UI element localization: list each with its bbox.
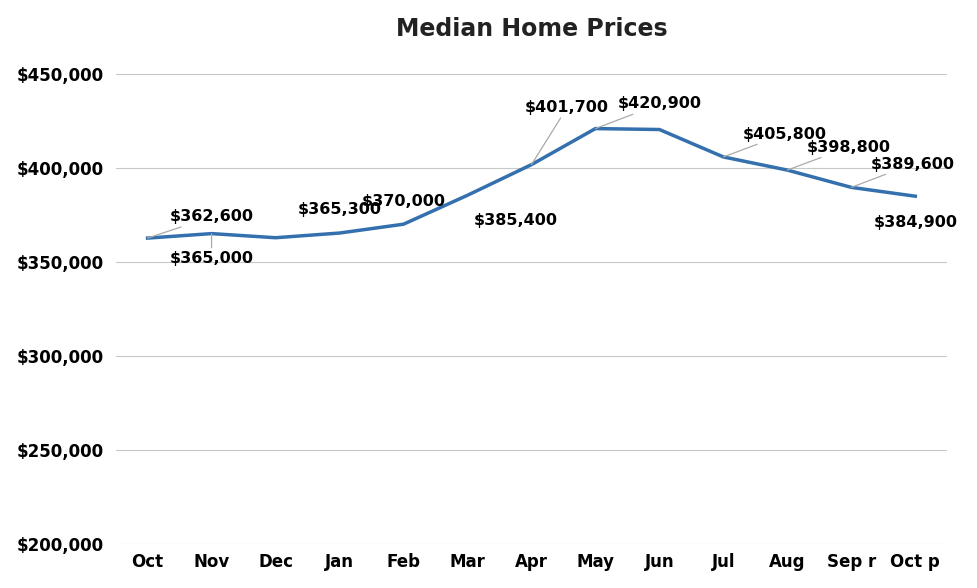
Title: Median Home Prices: Median Home Prices	[396, 16, 666, 41]
Text: $405,800: $405,800	[723, 126, 826, 157]
Text: $398,800: $398,800	[786, 140, 890, 170]
Text: $365,000: $365,000	[169, 233, 253, 266]
Text: $362,600: $362,600	[148, 209, 254, 238]
Text: $385,400: $385,400	[474, 213, 557, 228]
Text: $401,700: $401,700	[525, 100, 609, 165]
Text: $365,300: $365,300	[297, 202, 381, 216]
Text: $420,900: $420,900	[595, 96, 701, 129]
Text: $384,900: $384,900	[872, 215, 956, 230]
Text: $389,600: $389,600	[850, 156, 954, 188]
Text: $370,000: $370,000	[361, 194, 446, 209]
